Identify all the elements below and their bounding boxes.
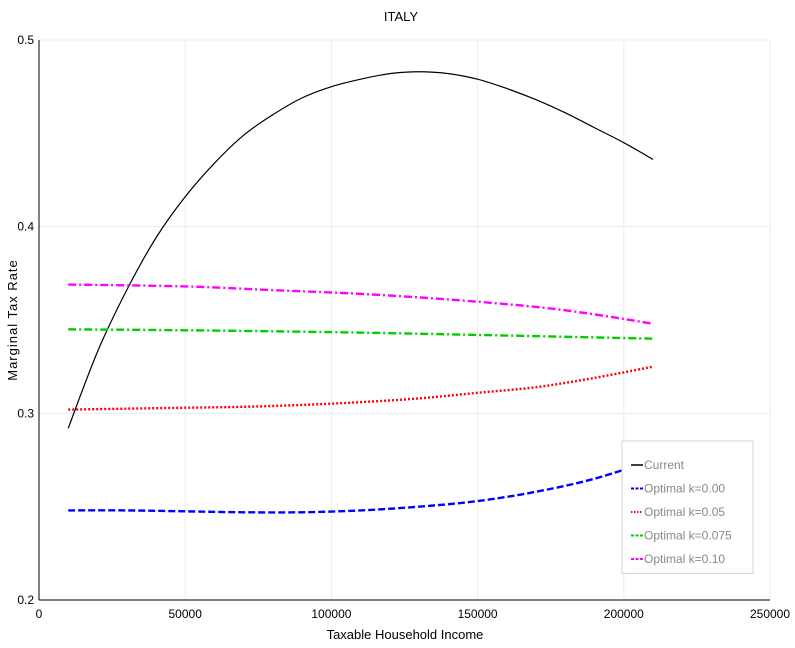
x-tick-label: 150000 (458, 607, 498, 621)
x-tick-label: 0 (36, 607, 43, 621)
legend-entry-label: Optimal k=0.05 (644, 505, 725, 519)
legend-entry-label: Current (644, 458, 685, 472)
series-line-optimal-k-0-10 (68, 283, 654, 325)
y-tick-label: 0.3 (17, 406, 34, 420)
series-line-optimal-k-0-00 (68, 458, 654, 514)
y-tick-label: 0.4 (17, 220, 34, 234)
x-tick-label: 200000 (604, 607, 644, 621)
series-line-current (67, 71, 654, 429)
legend-entry-label: Optimal k=0.10 (644, 552, 725, 566)
x-tick-label: 100000 (311, 607, 351, 621)
legend-box (621, 440, 754, 574)
chart-title: ITALY (384, 9, 419, 24)
y-tick-label: 0.2 (17, 593, 34, 607)
legend: Current Optimal k=0.00 Optimal k=0.05 Optim… (621, 440, 754, 574)
x-tick-label: 250000 (750, 607, 790, 621)
legend-entry-label: Optimal k=0.075 (644, 529, 732, 543)
series-group (67, 71, 654, 514)
x-tick-label: 50000 (169, 607, 203, 621)
series-line-optimal-k-0-075 (68, 328, 654, 340)
y-axis-label: Marginal Tax Rate (5, 259, 20, 381)
legend-entry-label: Optimal k=0.00 (644, 482, 725, 496)
axes: 0 50000 100000 150000 200000 250000 0.2 0.3 0.4 0… (17, 33, 790, 621)
x-axis-label: Taxable Household Income (327, 627, 484, 642)
series-line-optimal-k-0-05 (68, 365, 654, 411)
y-tick-label: 0.5 (17, 33, 34, 47)
